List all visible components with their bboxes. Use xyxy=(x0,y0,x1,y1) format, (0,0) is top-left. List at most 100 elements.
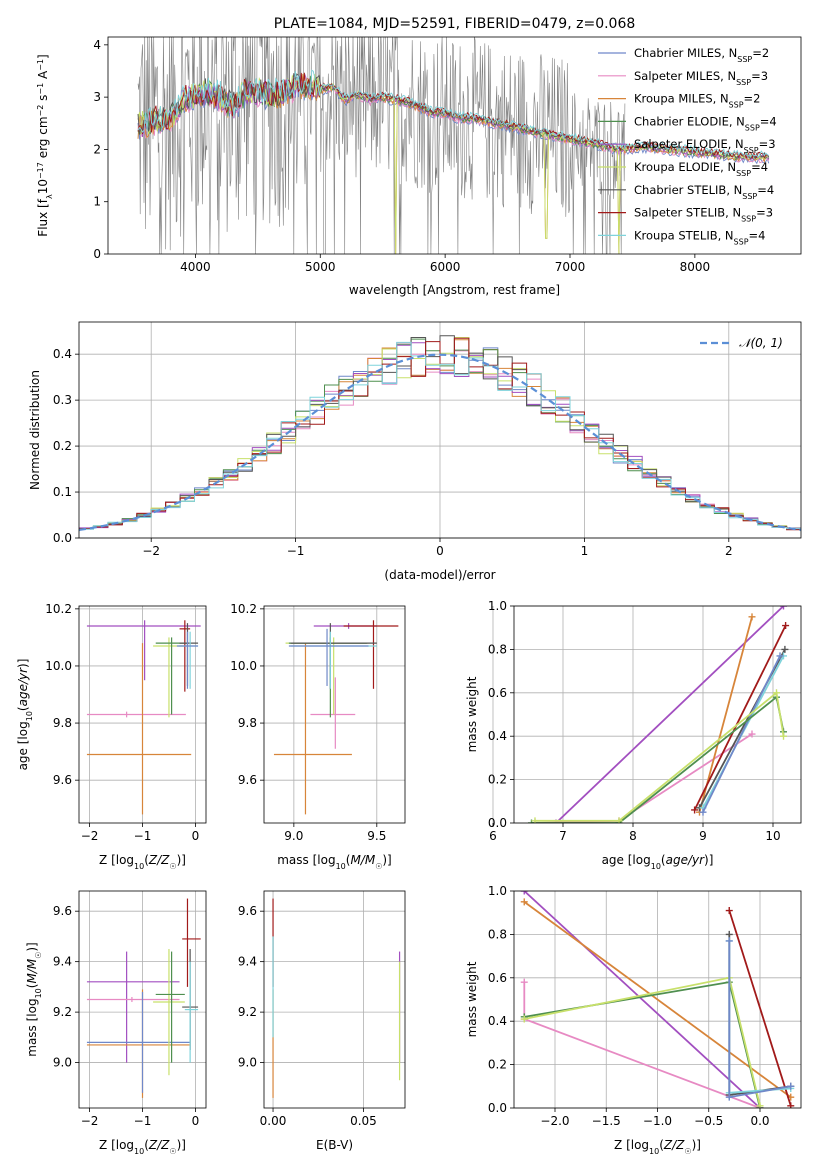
x-tick-label: −1.0 xyxy=(643,1114,672,1128)
x-axis-label-part: ( xyxy=(661,853,666,867)
y-axis-label-part: )] xyxy=(25,942,39,951)
y-axis-label-part: −1 xyxy=(36,83,45,95)
y-tick-label: 9.8 xyxy=(53,716,72,730)
weight-line-salpeter_stelib xyxy=(693,625,787,811)
x-axis-label-part: )] xyxy=(692,1138,701,1152)
x-tick-label: 0.00 xyxy=(260,1114,287,1128)
normal-curve xyxy=(79,353,801,531)
x-tick-label: 7000 xyxy=(555,260,586,274)
legend-entry: Kroupa MILES, NSSP=2 xyxy=(634,92,760,110)
legend-entry-part: Kroupa STELIB, N xyxy=(634,228,734,242)
y-tick-label: 9.0 xyxy=(53,1056,72,1070)
age_vs_Z-axes: −2 −1 0 9.6 9.8 10.0 10.2 xyxy=(45,602,206,843)
x-axis-label-part: Z [log xyxy=(99,853,134,867)
y-axis-label-part: M/M xyxy=(25,958,39,983)
weight-marker xyxy=(781,645,789,653)
x-axis-label-part: age/yr xyxy=(666,853,705,867)
weight-marker xyxy=(520,1015,528,1023)
legend-entry-part: SSP xyxy=(729,100,744,109)
x-axis-label-part: 10 xyxy=(336,862,346,871)
x-tick-label: 10 xyxy=(765,829,780,843)
y-tick-label: 9.0 xyxy=(238,1056,257,1070)
x-axis-label: E(B-V) xyxy=(316,1138,353,1152)
x-axis-label-part: Z [log xyxy=(614,1138,649,1152)
y-tick-label: 1.0 xyxy=(488,599,507,613)
x-axis-label-part: 10 xyxy=(649,1147,659,1156)
y-axis-label-part: erg cm xyxy=(36,116,50,162)
legend-entry-part: =3 xyxy=(756,206,773,220)
age_vs_mass-frame xyxy=(263,605,406,824)
y-axis-label: mass [log10(M/M☉)] xyxy=(25,942,43,1057)
weight-marker xyxy=(520,891,528,895)
legend-entry-part: SSP xyxy=(744,146,759,155)
weight-line-chabrier_elodie xyxy=(524,981,761,1108)
y-tick-label: 10.0 xyxy=(45,659,72,673)
x-axis-label: wavelength [Angstrom, rest frame] xyxy=(349,283,560,297)
x-axis-label-part: 10 xyxy=(134,862,144,871)
y-tick-label: 0 xyxy=(93,247,101,261)
y-axis-label-part: 10 xyxy=(25,711,34,721)
x-tick-label: −0.5 xyxy=(694,1114,723,1128)
x-tick-label: 0 xyxy=(192,1114,200,1128)
y-tick-label: 3 xyxy=(93,90,101,104)
y-axis-label-part: −17 xyxy=(36,162,45,179)
x-axis-label: Z [log10(Z/Z☉)] xyxy=(99,853,186,871)
x-axis-label-part: 10 xyxy=(134,1147,144,1156)
legend-entry-part: Chabrier ELODIE, N xyxy=(634,114,745,128)
y-axis-label-part: 10 xyxy=(34,988,43,998)
model-spectrum-kroupa_stelib xyxy=(137,69,770,158)
x-axis-label-part: ☉ xyxy=(684,1147,691,1156)
chart-title: PLATE=1084, MJD=52591, FIBERID=0479, z=0… xyxy=(274,16,636,32)
y-tick-label: 9.4 xyxy=(238,955,257,969)
y-tick-label: 4 xyxy=(93,38,101,52)
weight-marker xyxy=(725,1093,733,1101)
weight-marker xyxy=(748,730,756,738)
x-axis-label: mass [log10(M/M☉)] xyxy=(277,853,392,871)
x-tick-label: 1 xyxy=(581,544,589,558)
massweight_vs_age-axes: 6 7 8 9 10 0.0 0.2 0.4 0.6 0.8 1.0 xyxy=(488,599,801,843)
age_vs_mass-axes: 9.0 9.5 9.6 9.8 10.0 10.2 xyxy=(230,602,405,843)
weight-marker xyxy=(782,622,790,630)
x-axis-label-part: ( xyxy=(346,853,351,867)
legend-entry-part: =4 xyxy=(760,114,777,128)
x-tick-label: 2 xyxy=(725,544,733,558)
y-tick-label: 0.8 xyxy=(488,642,507,656)
x-tick-label: −2.0 xyxy=(540,1114,569,1128)
y-axis-label-part: 10 xyxy=(36,179,50,194)
weight-marker xyxy=(787,1102,795,1108)
weight-marker xyxy=(531,817,539,823)
x-axis-label-part: Z/Z xyxy=(148,1138,170,1152)
age_vs_Z-plot xyxy=(86,620,201,815)
y-axis-label-part: ☉ xyxy=(34,952,43,959)
massweight_vs_Z-plot xyxy=(520,891,795,1108)
y-axis-label: mass weight xyxy=(465,676,479,752)
weight-line-chabrier_elodie xyxy=(531,695,785,823)
legend-entry-part: =4 xyxy=(751,160,768,174)
y-tick-label: 9.4 xyxy=(53,955,72,969)
y-tick-label: 2 xyxy=(93,142,101,156)
x-tick-label: −2 xyxy=(81,829,99,843)
mass_vs_ebv-plot xyxy=(272,898,401,1098)
x-tick-label: −1.5 xyxy=(592,1114,621,1128)
x-tick-label: 8 xyxy=(629,829,637,843)
y-tick-label: 0.3 xyxy=(53,393,72,407)
legend-entry-part: =2 xyxy=(744,92,761,106)
y-tick-label: 0.8 xyxy=(488,927,507,941)
y-tick-label: 0.2 xyxy=(53,439,72,453)
x-axis-label-part: Z [log xyxy=(99,1138,134,1152)
weight-marker xyxy=(615,817,623,823)
mass_vs_ebv-frame xyxy=(263,890,406,1109)
x-axis-label-part: mass [log xyxy=(277,853,335,867)
massweight_vs_age-frame xyxy=(513,605,802,824)
y-tick-label: 9.6 xyxy=(53,904,72,918)
x-tick-label: 4000 xyxy=(180,260,211,274)
y-tick-label: 9.8 xyxy=(238,716,257,730)
x-axis-label-part: 10 xyxy=(651,862,661,871)
x-axis-label: Z [log10(Z/Z☉)] xyxy=(99,1138,186,1156)
x-axis-label-part: ( xyxy=(659,1138,664,1152)
y-tick-label: 9.6 xyxy=(238,904,257,918)
y-axis-label-part: A xyxy=(36,70,50,83)
y-tick-label: 0.0 xyxy=(488,1101,507,1115)
legend-entry: Chabrier MILES, NSSP=2 xyxy=(634,46,769,64)
y-tick-label: 0.2 xyxy=(488,773,507,787)
